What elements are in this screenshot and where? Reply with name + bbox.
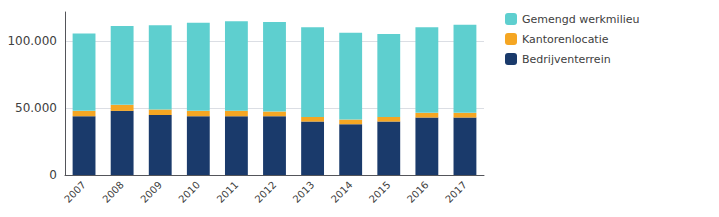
svg-text:2011: 2011 (215, 179, 241, 205)
svg-text:2016: 2016 (405, 179, 431, 205)
svg-text:Kantorenlocatie: Kantorenlocatie (522, 33, 609, 46)
svg-text:2017: 2017 (443, 179, 469, 205)
svg-text:0: 0 (49, 168, 57, 182)
svg-text:2014: 2014 (329, 179, 355, 205)
svg-text:Bedrijventerrein: Bedrijventerrein (522, 53, 611, 66)
svg-text:2013: 2013 (291, 179, 317, 205)
svg-text:2010: 2010 (176, 179, 202, 205)
svg-text:2012: 2012 (253, 179, 279, 205)
svg-text:100.000: 100.000 (7, 34, 57, 48)
svg-text:2009: 2009 (138, 179, 164, 205)
svg-text:2007: 2007 (62, 179, 88, 205)
svg-text:50.000: 50.000 (15, 101, 57, 115)
svg-text:2008: 2008 (100, 179, 126, 205)
svg-text:Gemengd werkmilieu: Gemengd werkmilieu (522, 13, 640, 26)
svg-text:2015: 2015 (367, 179, 393, 205)
